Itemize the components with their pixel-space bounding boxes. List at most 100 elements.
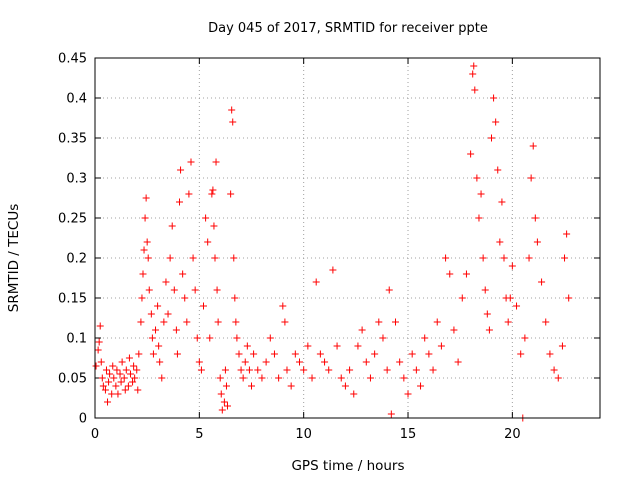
- data-point: [231, 294, 239, 302]
- data-point: [479, 254, 487, 262]
- data-point: [143, 238, 151, 246]
- chart-title: Day 045 of 2017, SRMTID for receiver ppt…: [208, 21, 488, 36]
- data-point: [500, 254, 508, 262]
- plot-frame: [94, 57, 601, 419]
- data-point: [113, 366, 121, 374]
- data-point: [208, 190, 216, 198]
- data-point: [563, 230, 571, 238]
- data-point: [329, 266, 337, 274]
- data-point: [106, 370, 114, 378]
- x-tick-label: 0: [91, 427, 99, 442]
- data-point: [245, 366, 253, 374]
- data-point: [312, 278, 320, 286]
- data-point: [116, 370, 124, 378]
- data-point: [291, 350, 299, 358]
- data-point: [189, 254, 197, 262]
- data-point: [385, 286, 393, 294]
- data-point: [550, 366, 558, 374]
- data-point: [496, 238, 504, 246]
- data-point: [139, 270, 147, 278]
- data-point: [122, 366, 130, 374]
- data-point: [148, 334, 156, 342]
- data-point: [155, 342, 163, 350]
- data-point: [308, 374, 316, 382]
- data-point: [210, 222, 218, 230]
- data-point: [498, 198, 506, 206]
- y-tick-label: 0.3: [66, 172, 87, 187]
- data-point: [533, 238, 541, 246]
- data-point: [454, 358, 462, 366]
- data-point: [400, 374, 408, 382]
- data-point: [140, 246, 148, 254]
- data-point: [168, 222, 176, 230]
- data-point: [102, 366, 110, 374]
- data-point: [220, 398, 228, 406]
- data-point: [138, 294, 146, 302]
- data-point: [105, 378, 113, 386]
- data-point: [279, 302, 287, 310]
- data-point: [211, 254, 219, 262]
- data-point: [141, 214, 149, 222]
- data-point: [145, 286, 153, 294]
- y-tick-label: 0: [79, 412, 87, 427]
- data-point: [487, 134, 495, 142]
- data-point: [114, 390, 122, 398]
- data-point: [109, 362, 117, 370]
- data-point: [425, 350, 433, 358]
- points-layer: [92, 62, 573, 422]
- data-point: [160, 318, 168, 326]
- data-point: [173, 350, 181, 358]
- x-axis-label: GPS time / hours: [291, 458, 404, 474]
- data-point: [92, 362, 100, 370]
- data-point: [531, 214, 539, 222]
- data-point: [538, 278, 546, 286]
- data-point: [469, 70, 477, 78]
- tick-layer: 0 0.05 0.1 0.15 0.2 0.25 0.3 0.35 0.4 0.45 0 5 10 15 2…: [58, 52, 600, 442]
- data-point: [204, 238, 212, 246]
- data-point: [218, 406, 226, 414]
- data-point: [224, 402, 232, 410]
- data-point: [176, 198, 184, 206]
- data-point: [133, 366, 141, 374]
- data-point: [437, 342, 445, 350]
- data-point: [404, 390, 412, 398]
- data-point: [248, 382, 256, 390]
- data-point: [542, 318, 550, 326]
- x-tick-label: 5: [195, 427, 203, 442]
- data-point: [237, 366, 245, 374]
- data-point: [172, 326, 180, 334]
- data-point: [222, 382, 230, 390]
- data-point: [206, 334, 214, 342]
- data-point: [212, 158, 220, 166]
- data-point: [135, 350, 143, 358]
- data-point: [193, 334, 201, 342]
- data-point: [129, 378, 137, 386]
- data-point: [396, 358, 404, 366]
- data-point: [112, 382, 120, 390]
- data-point: [321, 358, 329, 366]
- data-point: [565, 294, 573, 302]
- data-point: [494, 166, 502, 174]
- data-point: [98, 374, 106, 382]
- data-point: [197, 366, 205, 374]
- data-point: [137, 318, 145, 326]
- data-point: [316, 350, 324, 358]
- data-point: [149, 350, 157, 358]
- data-point: [202, 214, 210, 222]
- data-point: [144, 254, 152, 262]
- data-point: [177, 166, 185, 174]
- y-axis-label: SRMTID / TECUs: [6, 204, 22, 312]
- data-point: [156, 358, 164, 366]
- data-point: [408, 350, 416, 358]
- grid-layer: [95, 58, 600, 418]
- data-point: [227, 190, 235, 198]
- data-point: [239, 374, 247, 382]
- data-point: [254, 366, 262, 374]
- data-point: [379, 334, 387, 342]
- data-point: [241, 358, 249, 366]
- data-point: [142, 194, 150, 202]
- data-point: [270, 350, 278, 358]
- data-point: [97, 358, 105, 366]
